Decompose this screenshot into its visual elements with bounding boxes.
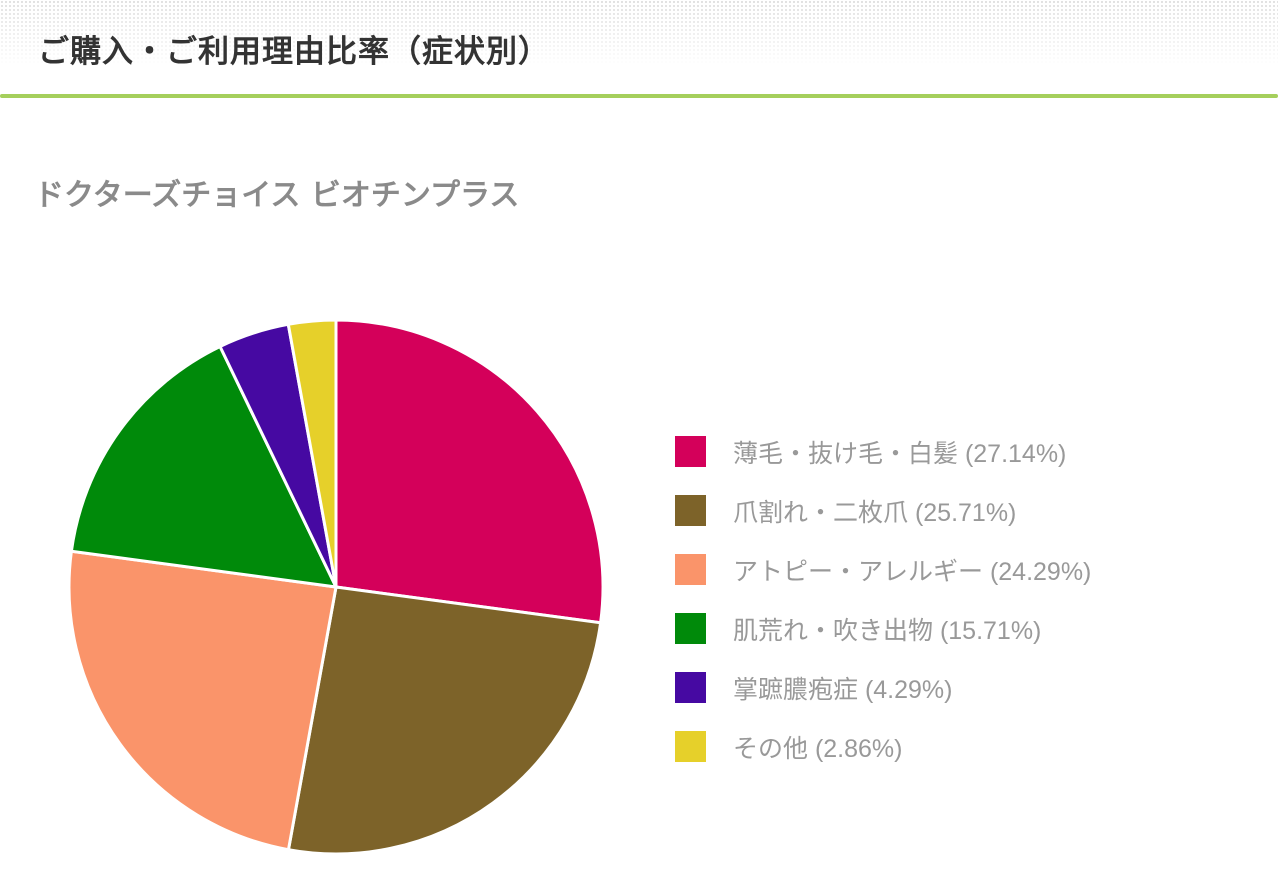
legend-label: 掌蹠膿疱症 (4.29%) <box>733 675 953 704</box>
legend-item: 薄毛・抜け毛・白髪 (27.14%) <box>675 422 1091 481</box>
pie-slice-2 <box>67 549 338 852</box>
legend-swatch <box>675 613 706 644</box>
legend-label: その他 (2.86%) <box>733 734 903 763</box>
chart-title: ドクターズチョイス ビオチンプラス <box>34 178 520 213</box>
legend-item: 肌荒れ・吹き出物 (15.71%) <box>675 599 1091 658</box>
legend-swatch <box>675 672 706 703</box>
pie-slice-0 <box>334 318 605 625</box>
pie-slice-3 <box>69 344 339 589</box>
legend-swatch <box>675 554 706 585</box>
page-title: ご購入・ご利用理由比率（症状別） <box>38 34 550 70</box>
pie-slice-5 <box>286 318 338 588</box>
pie-slice-1 <box>286 585 603 856</box>
header-band <box>0 0 1278 94</box>
legend-swatch <box>675 495 706 526</box>
legend-label: 薄毛・抜け毛・白髪 (27.14%) <box>733 439 1067 468</box>
divider <box>0 94 1278 98</box>
legend-swatch <box>675 436 706 467</box>
legend-label: 肌荒れ・吹き出物 (15.71%) <box>733 616 1042 645</box>
legend-label: アトピー・アレルギー (24.29%) <box>733 557 1092 586</box>
legend-item: 掌蹠膿疱症 (4.29%) <box>675 658 1091 717</box>
legend-swatch <box>675 731 706 762</box>
legend: 薄毛・抜け毛・白髪 (27.14%) 爪割れ・二枚爪 (25.71%) アトピー・ア… <box>675 422 1091 776</box>
legend-item: アトピー・アレルギー (24.29%) <box>675 540 1091 599</box>
legend-item: 爪割れ・二枚爪 (25.71%) <box>675 481 1091 540</box>
legend-label: 爪割れ・二枚爪 (25.71%) <box>733 498 1017 527</box>
pie-chart <box>67 318 605 856</box>
legend-item: その他 (2.86%) <box>675 717 1091 776</box>
